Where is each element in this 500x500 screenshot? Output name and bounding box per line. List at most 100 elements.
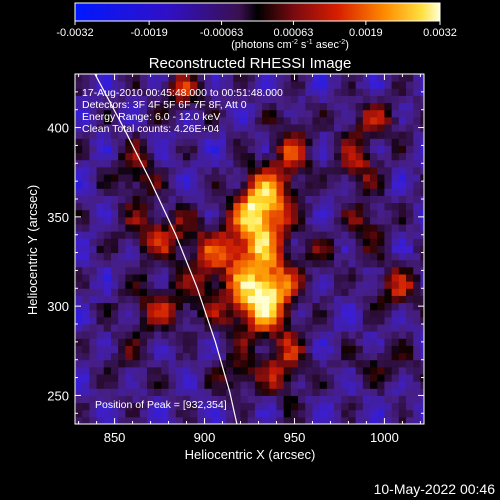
heatmap-cell <box>190 109 198 118</box>
heatmap-cell <box>254 259 263 268</box>
heatmap-cell <box>89 124 98 132</box>
heatmap-cell <box>384 409 393 418</box>
heatmap-cell <box>262 231 270 239</box>
heatmap-cell <box>420 81 424 89</box>
heatmap-cell <box>370 316 378 325</box>
heatmap-cell <box>413 209 421 218</box>
heatmap-cell <box>305 252 313 261</box>
heatmap-cell <box>398 366 407 375</box>
heatmap-cell <box>355 274 364 282</box>
heatmap-cell <box>161 402 170 411</box>
heatmap-cell <box>110 395 119 404</box>
heatmap-cell <box>161 374 170 382</box>
heatmap-cell <box>355 281 364 289</box>
heatmap-cell <box>154 374 162 382</box>
heatmap-cell <box>204 338 213 346</box>
heatmap-cell <box>154 231 162 239</box>
heatmap-cell <box>118 166 126 175</box>
heatmap-cell <box>218 345 227 354</box>
heatmap-cell <box>254 109 263 118</box>
heatmap-cell <box>197 259 206 268</box>
heatmap-cell <box>154 316 162 325</box>
heatmap-cell <box>326 366 335 375</box>
heatmap-cell <box>312 338 321 346</box>
heatmap-cell <box>226 74 234 82</box>
heatmap-cell <box>226 309 234 318</box>
heatmap-cell <box>233 388 242 396</box>
heatmap-cell <box>118 145 126 154</box>
heatmap-cell <box>391 338 400 346</box>
heatmap-cell <box>182 195 191 204</box>
heatmap-cell <box>326 252 335 261</box>
heatmap-cell <box>269 102 277 111</box>
heatmap-cell <box>139 109 148 118</box>
heatmap-cell <box>204 374 213 382</box>
heatmap-cell <box>190 188 198 196</box>
heatmap-cell <box>370 395 378 404</box>
heatmap-cell <box>132 345 141 354</box>
heatmap-cell <box>118 95 126 104</box>
heatmap-cell <box>82 209 90 218</box>
heatmap-cell <box>139 281 148 289</box>
heatmap-cell <box>132 202 141 211</box>
heatmap-cell <box>204 302 213 311</box>
heatmap-cell <box>218 95 227 104</box>
heatmap-cell <box>75 395 83 404</box>
heatmap-cell <box>370 131 378 139</box>
heatmap-cell <box>341 109 349 118</box>
heatmap-cell <box>175 266 184 275</box>
heatmap-cell <box>262 288 270 296</box>
heatmap-cell <box>370 409 378 418</box>
heatmap-cell <box>226 95 234 104</box>
colorbar <box>74 2 441 22</box>
heatmap-cell <box>305 259 313 268</box>
heatmap-cell <box>283 252 292 261</box>
heatmap-cell <box>211 316 220 325</box>
heatmap-cell <box>89 274 98 282</box>
heatmap-cell <box>298 288 306 296</box>
heatmap-cell <box>161 395 170 404</box>
heatmap-cell <box>82 166 90 175</box>
heatmap-cell <box>96 102 105 111</box>
heatmap-cell <box>118 259 126 268</box>
heatmap-cell <box>276 181 285 189</box>
heatmap-cell <box>103 281 112 289</box>
heatmap-cell <box>218 124 227 132</box>
heatmap-cell <box>168 188 177 196</box>
heatmap-cell <box>75 152 83 161</box>
heatmap-cell <box>197 88 206 96</box>
heatmap-cell <box>290 402 299 411</box>
heatmap-cell <box>377 402 385 411</box>
heatmap-cell <box>254 166 263 175</box>
heatmap-cell <box>312 324 321 332</box>
heatmap-cell <box>355 145 364 154</box>
heatmap-cell <box>168 416 177 424</box>
heatmap-cell <box>240 138 249 146</box>
heatmap-cell <box>125 338 134 346</box>
heatmap-cell <box>341 288 349 296</box>
x-axis-ticks: 850 900 950 1000 <box>78 74 421 445</box>
heatmap-cell <box>226 216 234 225</box>
heatmap-cell <box>226 245 234 254</box>
heatmap-cell <box>240 109 249 118</box>
heatmap-cell <box>175 331 184 339</box>
heatmap-cell <box>82 402 90 411</box>
heatmap-cell <box>233 359 242 368</box>
heatmap-cell <box>362 409 371 418</box>
heatmap-cell <box>398 152 407 161</box>
heatmap-cell <box>377 131 385 139</box>
heatmap-cell <box>168 388 177 396</box>
heatmap-cell <box>146 224 155 232</box>
heatmap-cell <box>362 166 371 175</box>
heatmap-cell <box>233 352 242 361</box>
heatmap-cell <box>190 388 198 396</box>
heatmap-cell <box>319 388 328 396</box>
heatmap-cell <box>406 259 414 268</box>
heatmap-cell <box>247 102 256 111</box>
heatmap-cell <box>391 345 400 354</box>
heatmap-cell <box>413 316 421 325</box>
heatmap-cell <box>362 259 371 268</box>
heatmap-cell <box>190 195 198 204</box>
heatmap-cell <box>276 81 285 89</box>
heatmap-cell <box>182 402 191 411</box>
